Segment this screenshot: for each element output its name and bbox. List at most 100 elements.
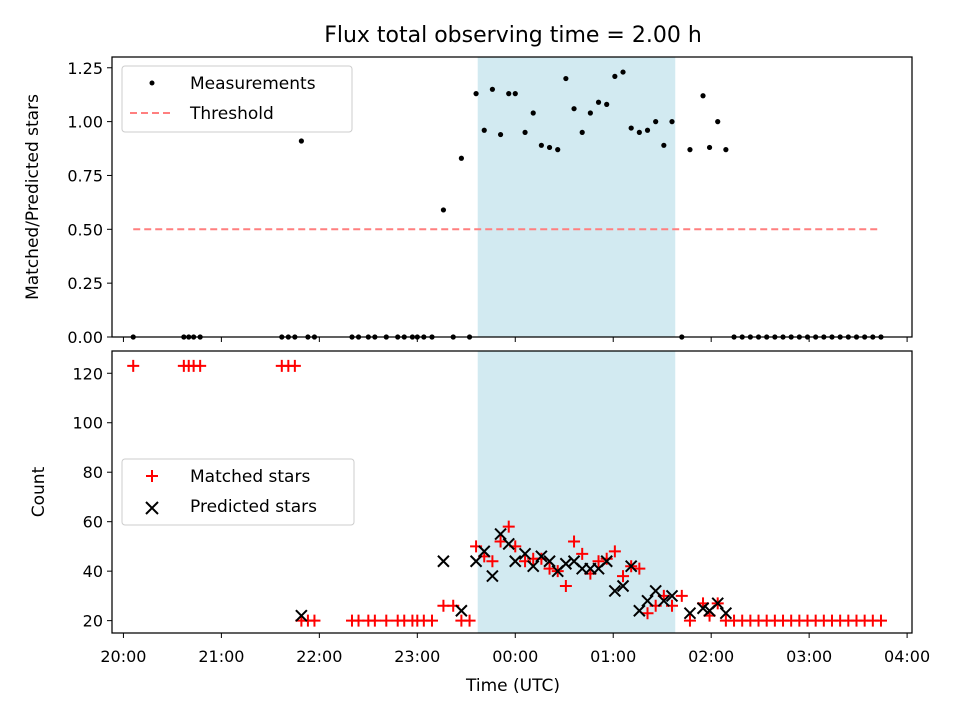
- legend-matched-marker: [146, 470, 158, 482]
- measurement-point: [715, 119, 721, 125]
- matched-star-point: [194, 359, 207, 372]
- shaded-interval-bottom: [477, 351, 676, 633]
- shaded-interval-top: [477, 57, 676, 337]
- predicted-star-point: [494, 527, 507, 541]
- measurement-point: [522, 129, 528, 135]
- predicted-star-point: [478, 545, 491, 558]
- measurement-point: [512, 91, 518, 97]
- top-y-tick-label: 0.75: [67, 166, 103, 185]
- predicted-star-point: [469, 555, 483, 568]
- x-tick-label: 04:00: [884, 647, 930, 666]
- measurement-point: [538, 142, 544, 148]
- measurement-point: [440, 207, 447, 213]
- measurement-point: [620, 69, 626, 75]
- matched-star-point: [502, 520, 515, 533]
- measurement-point: [644, 127, 651, 133]
- measurement-point: [571, 106, 577, 112]
- x-axis-label: Time (UTC): [465, 676, 560, 696]
- bottom-y-tick-label: 120: [72, 364, 103, 383]
- matched-star-point: [426, 614, 438, 627]
- matched-star-point: [874, 614, 887, 627]
- bottom-y-tick-label: 60: [83, 513, 103, 532]
- predicted-star-point: [509, 555, 522, 568]
- x-tick-label: 01:00: [590, 647, 636, 666]
- matched-star-point: [127, 359, 140, 372]
- bottom-y-tick-label: 100: [72, 414, 103, 433]
- matched-star-point: [675, 589, 688, 602]
- matched-star-point: [308, 614, 321, 627]
- measurement-point: [481, 127, 487, 133]
- predicted-star-point: [455, 604, 468, 617]
- measurement-point: [604, 101, 610, 107]
- matched-star-point: [576, 547, 589, 560]
- top-y-tick-label: 0.25: [67, 274, 103, 293]
- legend-predicted-marker: [145, 501, 159, 515]
- measurement-point: [530, 110, 536, 116]
- measurement-point: [497, 131, 504, 138]
- matched-star-point: [380, 614, 393, 627]
- matched-star-point: [368, 614, 381, 627]
- predicted-star-point: [502, 537, 515, 551]
- top-y-tick-label: 1.25: [67, 59, 103, 78]
- x-tick-label: 03:00: [786, 647, 832, 666]
- top-y-tick-label: 0.00: [67, 328, 103, 347]
- predicted-star-point: [683, 607, 697, 620]
- predicted-star-point: [437, 555, 450, 568]
- legend-matched-label: Matched stars: [190, 467, 310, 487]
- predicted-star-point: [616, 579, 630, 593]
- x-tick-label: 23:00: [394, 647, 440, 666]
- predicted-star-point: [624, 560, 638, 573]
- measurement-point: [587, 110, 593, 116]
- predicted-star-point: [527, 560, 540, 573]
- predicted-star-point: [719, 607, 733, 620]
- predicted-star-point: [486, 569, 499, 583]
- bottom-axes-frame: [111, 350, 913, 634]
- predicted-star-point: [711, 597, 724, 610]
- matched-star-point: [633, 562, 646, 575]
- bottom-legend-box: [121, 458, 355, 526]
- measurement-point: [298, 138, 304, 144]
- predicted-star-point: [559, 557, 573, 570]
- measurement-point: [612, 73, 618, 79]
- bottom-legend: Matched stars Predicted stars: [121, 458, 355, 526]
- predicted-star-point: [295, 609, 308, 622]
- matched-star-point: [641, 607, 654, 620]
- x-tick-label: 20:00: [100, 647, 146, 666]
- measurement-point: [723, 147, 729, 153]
- predicted-star-point: [633, 604, 646, 617]
- predicted-star-point: [641, 594, 654, 608]
- bottom-y-tick-label: 80: [83, 463, 103, 482]
- measurement-point: [489, 86, 496, 92]
- top-axes-ticks: 0.00 0.25 0.50 0.75 1.00 1.25: [67, 59, 908, 347]
- bottom-axes-ticks: 20:00 21:00 22:00 23:00 00:00 01:00 02:00 03:00…: [72, 364, 930, 666]
- top-y-tick-label: 0.50: [67, 220, 103, 239]
- top-axes-frame: [111, 56, 913, 338]
- top-y-tick-label: 1.00: [67, 113, 103, 132]
- bottom-axes-marks: [127, 359, 887, 627]
- predicted-star-point: [600, 555, 613, 568]
- measurement-point: [669, 119, 675, 125]
- matched-star-point: [288, 359, 301, 372]
- measurement-point: [506, 91, 512, 97]
- measurement-point: [653, 119, 659, 125]
- predicted-star-point: [696, 602, 710, 615]
- legend-threshold-label: Threshold: [189, 104, 274, 124]
- matched-star-point: [592, 555, 605, 568]
- measurement-point: [628, 125, 634, 131]
- chart-title: Flux total observing time = 2.00 h: [324, 23, 702, 48]
- top-axes-marks: [130, 69, 884, 340]
- predicted-star-point: [665, 589, 679, 603]
- measurement-point: [458, 155, 464, 161]
- matched-star-point: [463, 614, 476, 627]
- matched-star-point: [608, 545, 621, 558]
- predicted-star-point: [608, 584, 622, 598]
- top-legend-box: [121, 65, 353, 133]
- measurement-point: [546, 144, 553, 151]
- matched-star-point: [683, 614, 696, 627]
- measurement-point: [661, 142, 667, 148]
- bottom-y-axis-label: Count: [29, 466, 49, 517]
- matched-star-point: [535, 552, 548, 565]
- matched-star-point: [559, 580, 572, 592]
- matched-star-point: [494, 535, 507, 548]
- legend-predicted-label: Predicted stars: [190, 497, 317, 517]
